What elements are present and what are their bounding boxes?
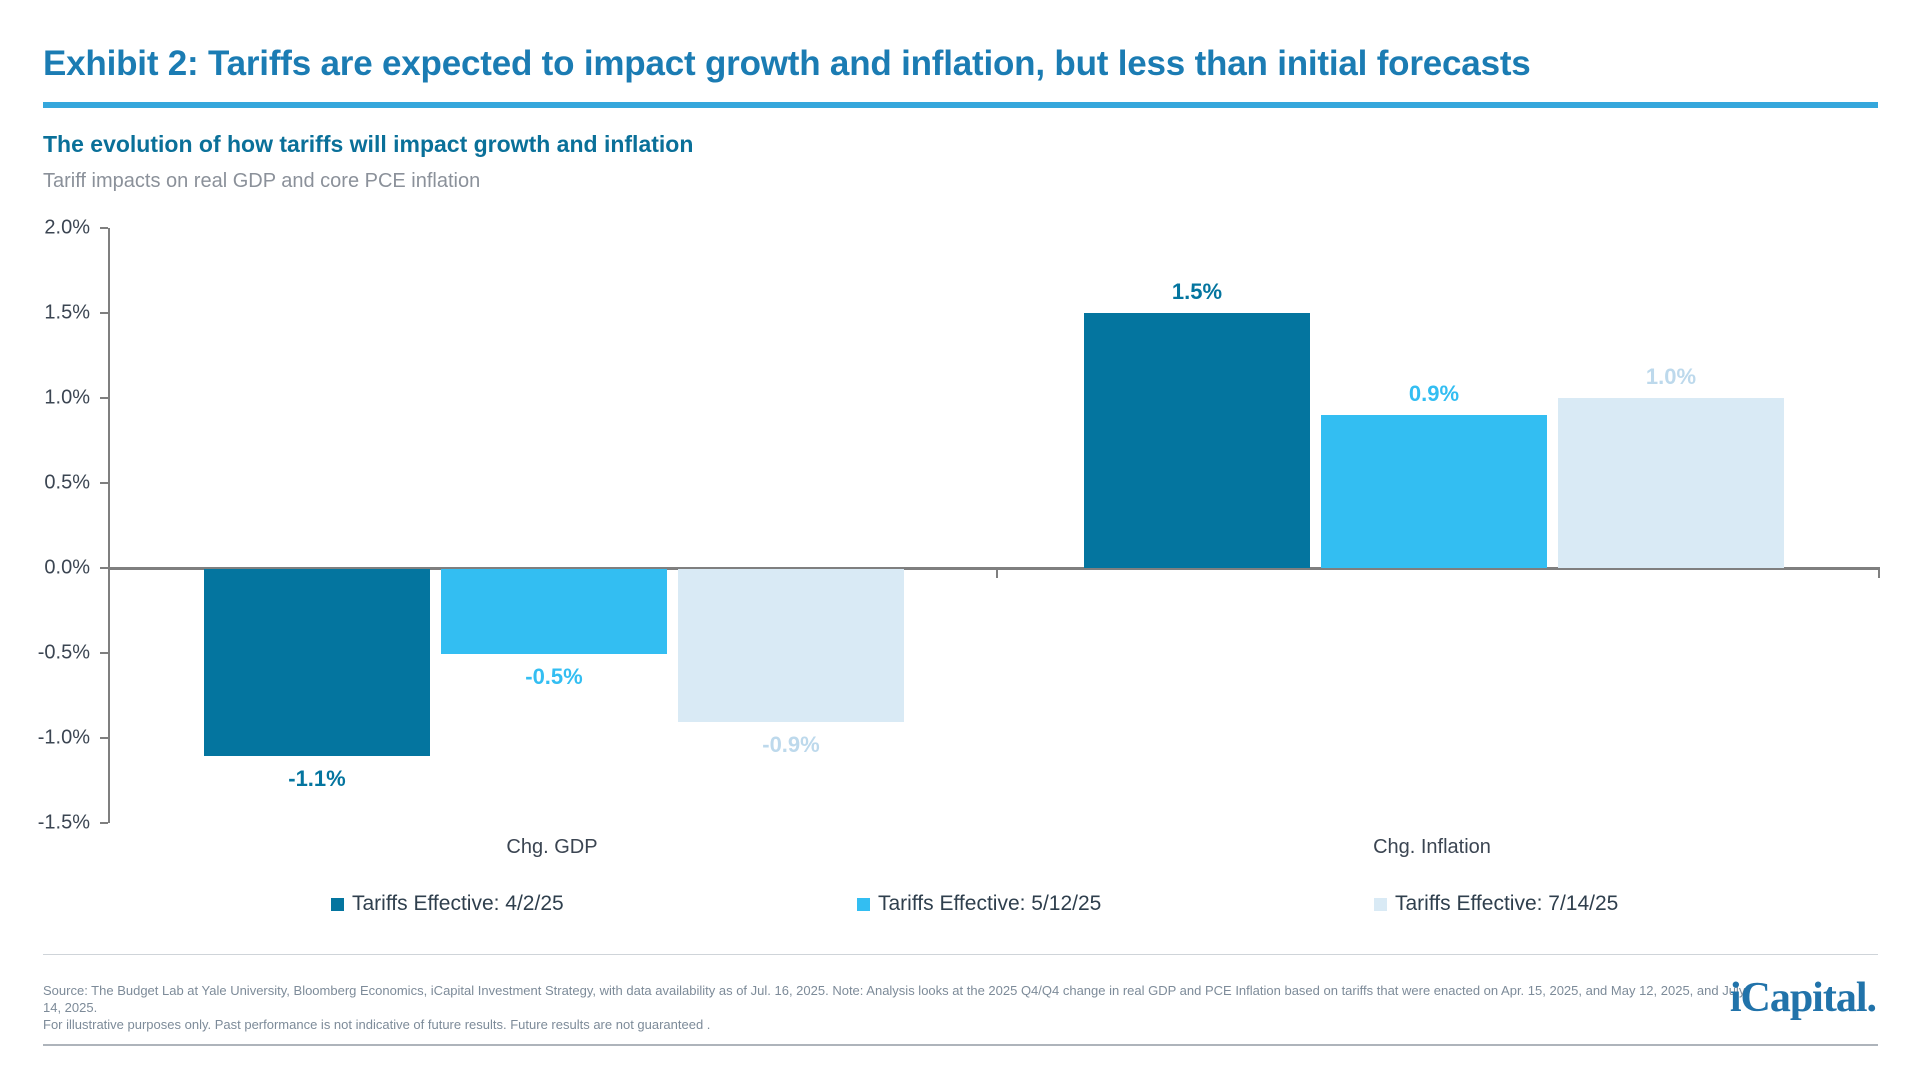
y-axis-tick-label: 0.0% bbox=[44, 556, 90, 579]
bar-value-label: -1.1% bbox=[288, 766, 346, 791]
plot-area: 2.0% 1.5% 1.0% 0.5% 0.0% -0.5% -1.0% -1.5% -1.1%… bbox=[38, 217, 1880, 834]
category-label-chginflation: Chg. Inflation bbox=[1373, 836, 1491, 858]
bar-chginflation-series1 bbox=[1084, 313, 1310, 568]
chart-caption: Tariff impacts on real GDP and core PCE … bbox=[43, 170, 481, 192]
source-note-line1: Source: The Budget Lab at Yale Universit… bbox=[43, 983, 1746, 1015]
bar-value-label: -0.5% bbox=[525, 664, 583, 689]
icapital-logo: iCapital. bbox=[1729, 974, 1877, 1022]
zero-axis-line bbox=[110, 567, 1880, 570]
bar-value-label: 1.0% bbox=[1645, 364, 1697, 389]
y-axis-tick-mark bbox=[100, 652, 108, 654]
y-axis-tick-mark bbox=[100, 822, 108, 824]
category-label-chggdp: Chg. GDP bbox=[506, 836, 598, 858]
chart-subtitle: The evolution of how tariffs will impact… bbox=[43, 131, 694, 157]
y-axis-tick-label: 2.0% bbox=[44, 216, 90, 239]
y-axis-tick-mark bbox=[100, 567, 108, 569]
x-axis-tick-mark bbox=[996, 569, 998, 578]
y-axis-tick-label: -1.0% bbox=[37, 726, 90, 749]
legend-swatch-icon bbox=[331, 897, 344, 911]
bar-chggdp-series1 bbox=[204, 569, 430, 756]
page-bottom-rule bbox=[43, 1044, 1878, 1046]
x-axis-tick-mark bbox=[1878, 569, 1880, 578]
bar-chginflation-series3 bbox=[1558, 398, 1784, 568]
legend-swatch-icon bbox=[1374, 897, 1387, 911]
bar-chggdp-series2 bbox=[441, 569, 667, 654]
y-axis-tick-mark bbox=[100, 227, 108, 229]
legend-label: Tariffs Effective: 7/14/25 bbox=[1395, 892, 1619, 915]
bar-value-label: 1.5% bbox=[1171, 279, 1223, 304]
y-axis-tick-mark bbox=[100, 312, 108, 314]
y-axis-tick-label: 1.0% bbox=[44, 386, 90, 409]
legend-label: Tariffs Effective: 4/2/25 bbox=[352, 892, 564, 915]
y-axis-tick-mark bbox=[100, 482, 108, 484]
legend-label: Tariffs Effective: 5/12/25 bbox=[878, 892, 1102, 915]
legend-item-3: Tariffs Effective: 7/14/25 bbox=[1374, 892, 1618, 916]
bar-value-label: -0.9% bbox=[762, 732, 820, 757]
bar-chggdp-series3 bbox=[678, 569, 904, 722]
y-axis-tick-mark bbox=[100, 397, 108, 399]
icapital-logo-text: iCapital bbox=[1729, 975, 1868, 1021]
bar-chginflation-series2 bbox=[1321, 415, 1547, 568]
title-underline bbox=[43, 102, 1878, 108]
y-axis-tick-mark bbox=[100, 737, 108, 739]
source-note-line2: For illustrative purposes only. Past per… bbox=[43, 1017, 711, 1032]
icapital-logo-dot: . bbox=[1866, 975, 1877, 1021]
bar-value-label: 0.9% bbox=[1408, 381, 1460, 406]
source-note: Source: The Budget Lab at Yale Universit… bbox=[43, 982, 1763, 1033]
y-axis-tick-label: 0.5% bbox=[44, 471, 90, 494]
legend-swatch-icon bbox=[857, 897, 870, 911]
y-axis-tick-label: -1.5% bbox=[37, 811, 90, 834]
y-axis-tick-label: 1.5% bbox=[44, 301, 90, 324]
footer-divider bbox=[43, 954, 1878, 955]
legend-item-1: Tariffs Effective: 4/2/25 bbox=[331, 892, 564, 916]
y-axis-tick-label: -0.5% bbox=[37, 641, 90, 664]
exhibit-title: Exhibit 2: Tariffs are expected to impac… bbox=[43, 44, 1531, 83]
legend-item-2: Tariffs Effective: 5/12/25 bbox=[857, 892, 1101, 916]
